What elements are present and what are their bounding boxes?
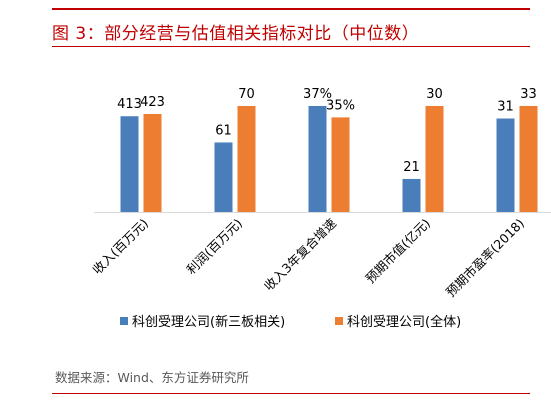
data-label-neeq-0: 413 [117, 97, 142, 112]
bottom-rule [52, 393, 530, 394]
x-tick-label-1: 利润(百万元) [183, 216, 245, 278]
data-label-all-1: 70 [238, 87, 255, 102]
bar-all-0 [143, 113, 162, 212]
top-rule [52, 8, 530, 10]
bar-all-2 [331, 117, 350, 212]
figure-title: 图 3：部分经营与估值相关指标对比（中位数） [52, 24, 420, 44]
bar-neeq-0 [120, 116, 139, 212]
source-note: 数据来源：Wind、东方证券研究所 [55, 370, 249, 385]
bar-all-4 [519, 105, 538, 212]
legend-swatch-1 [335, 317, 343, 325]
data-label-all-2: 35% [326, 98, 355, 113]
bar-neeq-2 [308, 105, 327, 212]
bar-all-1 [237, 105, 256, 212]
x-tick-label-3: 预期市值(亿元) [363, 216, 434, 287]
x-tick-label-0: 收入(百万元) [89, 216, 151, 278]
legend-label-1: 科创受理公司(全体) [347, 314, 461, 330]
data-label-neeq-1: 61 [215, 123, 232, 138]
bar-neeq-3 [402, 178, 421, 212]
bar-all-3 [425, 105, 444, 212]
data-label-neeq-4: 31 [497, 100, 514, 115]
legend-label-0: 科创受理公司(新三板相关) [132, 314, 285, 330]
data-label-neeq-3: 21 [403, 160, 420, 175]
legend-swatch-0 [120, 317, 128, 325]
data-label-all-0: 423 [140, 95, 165, 110]
x-tick-label-2: 收入3年复合增速 [261, 215, 339, 293]
data-label-all-4: 33 [520, 87, 537, 102]
bar-neeq-4 [496, 118, 515, 212]
x-tick-label-4: 预期市盈率(2018) [443, 216, 527, 300]
title-rule [52, 46, 530, 47]
bar-neeq-1 [214, 142, 233, 212]
data-label-neeq-2: 37% [303, 87, 332, 102]
data-label-all-3: 30 [426, 87, 443, 102]
